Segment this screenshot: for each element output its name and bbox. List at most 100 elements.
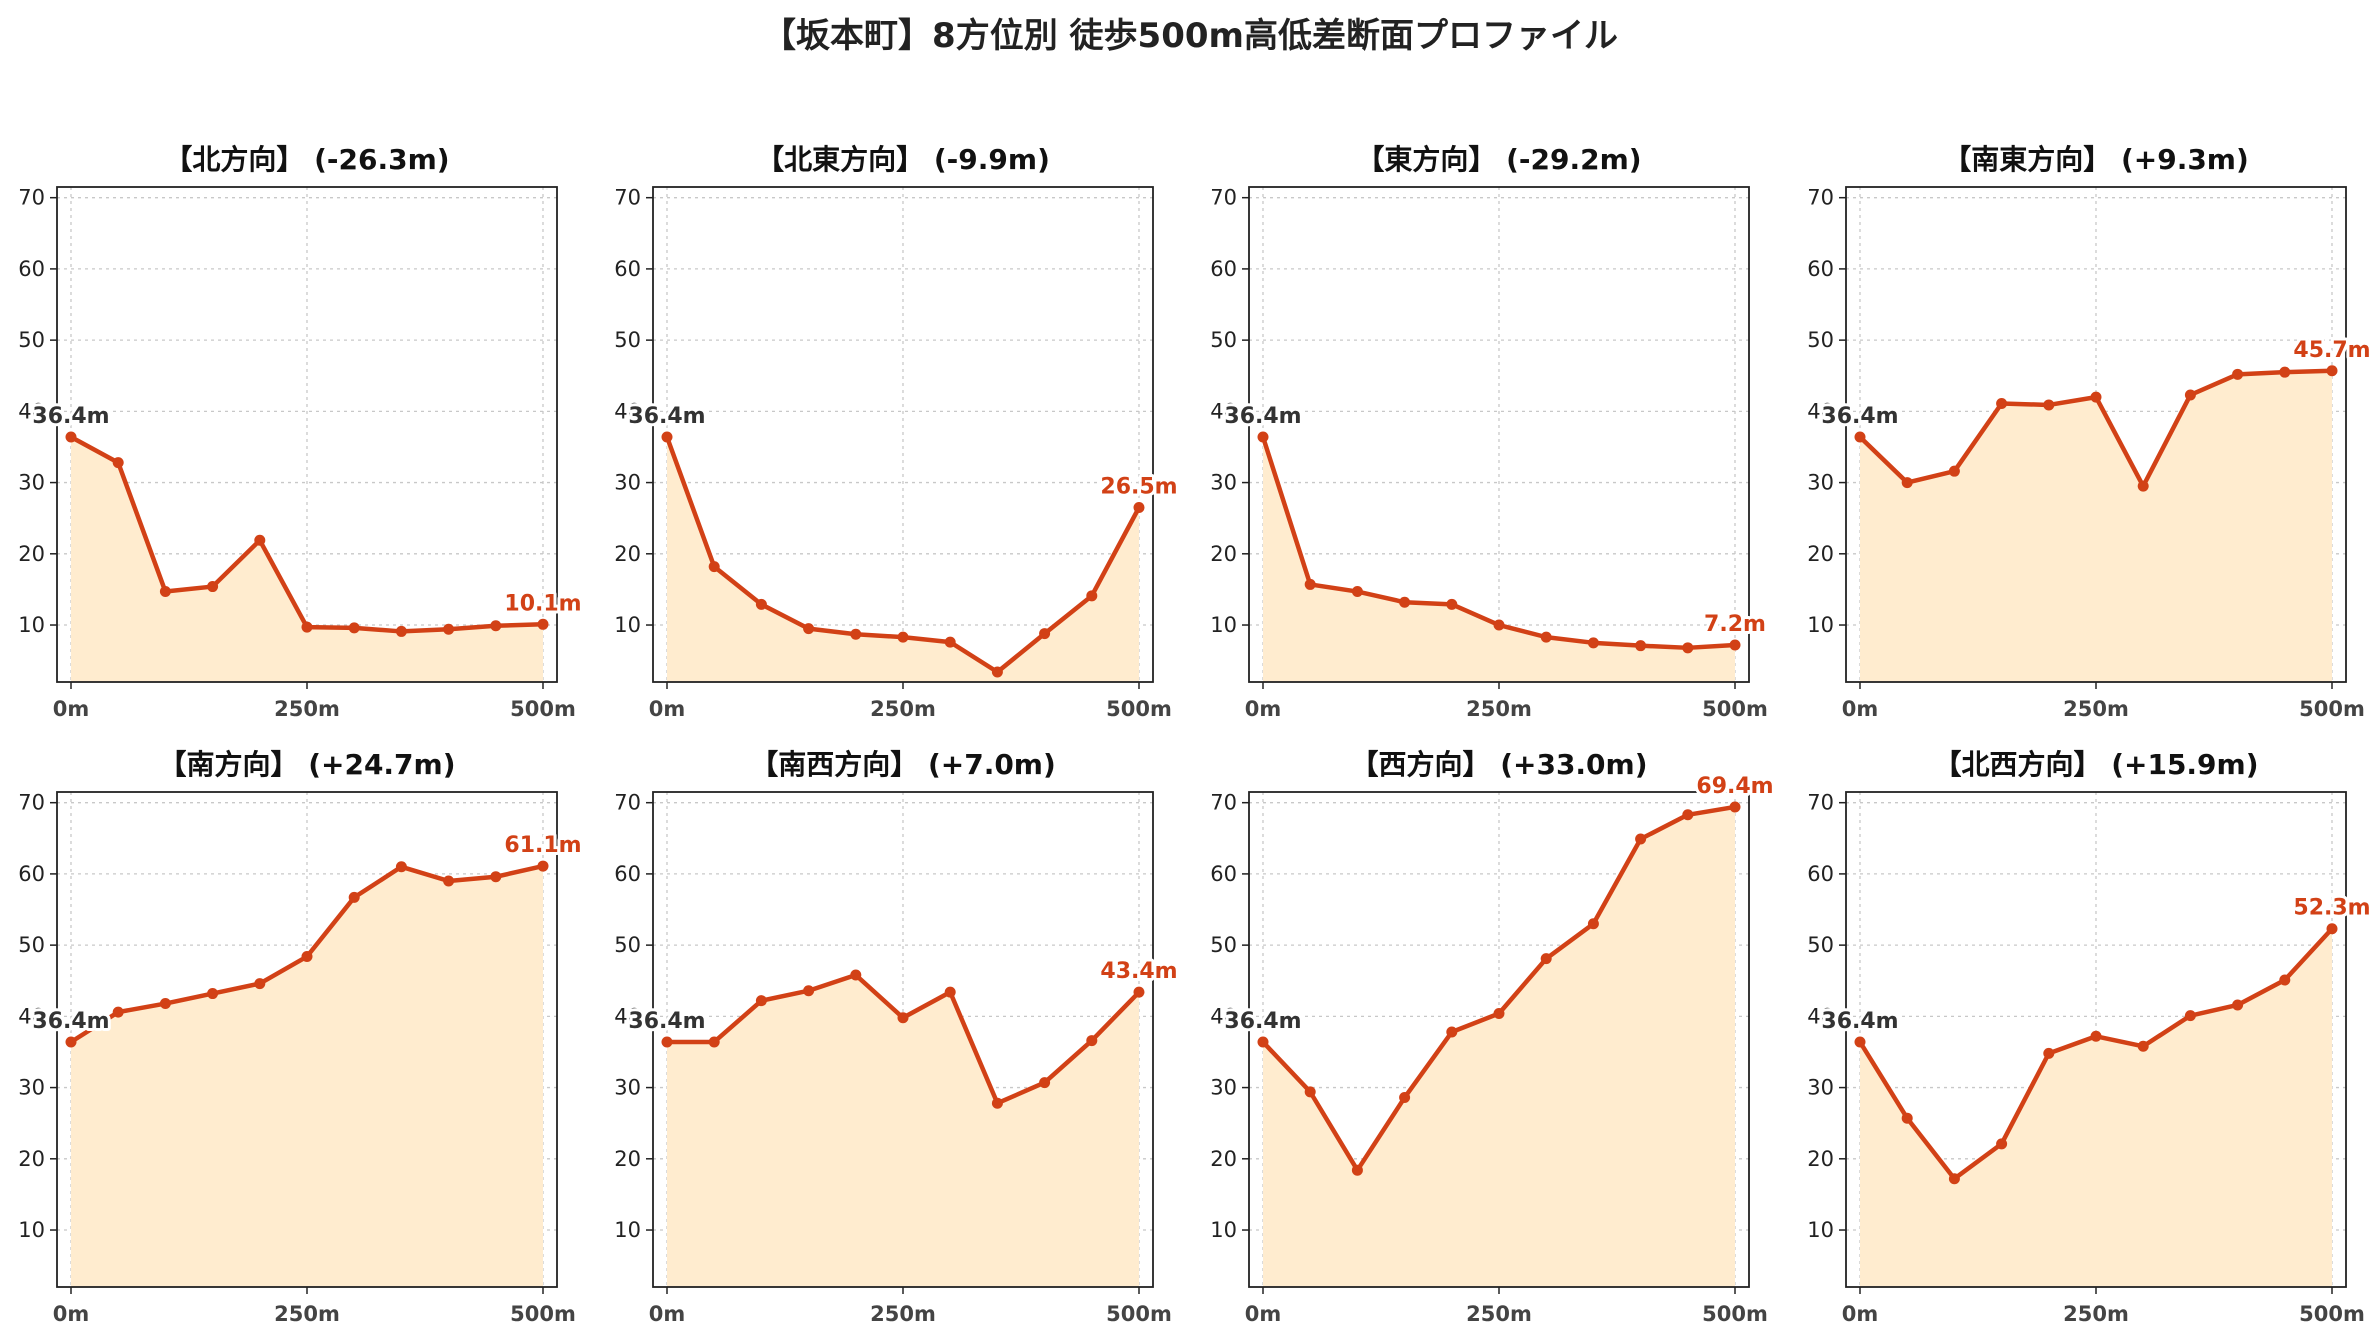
x-tick-label: 0m <box>649 697 686 721</box>
data-point <box>112 1006 124 1018</box>
data-point <box>1133 986 1145 998</box>
subplot-4: 【南方向】 (+24.7m) 10 20 30 40 50 60 70 0m 250m 500m 36… <box>18 748 584 1326</box>
y-tick-label: 10 <box>18 613 45 637</box>
end-elevation-label: 52.3m <box>2293 896 2370 921</box>
subplot-title: 【東方向】 (-29.2m) <box>1356 143 1641 176</box>
data-point <box>537 860 549 872</box>
x-tick-label: 0m <box>1842 697 1879 721</box>
data-point <box>1257 431 1269 443</box>
y-tick-label: 50 <box>1210 328 1237 352</box>
data-point <box>897 1012 909 1024</box>
data-point <box>1682 642 1694 654</box>
data-point <box>1133 502 1145 514</box>
data-point <box>2279 974 2291 986</box>
data-point <box>2326 365 2338 377</box>
area-fill <box>71 866 543 1287</box>
data-point <box>443 623 455 635</box>
data-point <box>1493 1008 1505 1020</box>
y-tick-label: 60 <box>18 257 45 281</box>
data-point <box>2184 389 2196 401</box>
data-point <box>1086 590 1098 602</box>
y-tick-label: 40 <box>18 1004 45 1028</box>
data-point <box>2090 1030 2102 1042</box>
x-tick-label: 250m <box>870 1302 936 1326</box>
x-tick-label: 250m <box>2063 697 2129 721</box>
data-point <box>443 875 455 887</box>
y-tick-label: 20 <box>18 1147 45 1171</box>
data-point <box>112 457 124 469</box>
y-tick-label: 40 <box>1210 399 1237 423</box>
subplot-title: 【西方向】 (+33.0m) <box>1350 748 1647 781</box>
y-tick-label: 30 <box>1807 471 1834 495</box>
subplot-title: 【南方向】 (+24.7m) <box>158 748 455 781</box>
data-point <box>490 620 502 632</box>
end-elevation-label: 69.4m <box>1696 774 1773 799</box>
subplot-title: 【南東方向】 (+9.3m) <box>1943 143 2249 176</box>
y-tick-label: 30 <box>18 471 45 495</box>
data-point <box>207 581 219 593</box>
data-point <box>1399 1092 1411 1104</box>
data-point <box>2137 480 2149 492</box>
subplot-title: 【南西方向】 (+7.0m) <box>750 748 1056 781</box>
area-fill <box>667 436 1139 682</box>
figure-title: 【坂本町】8方位別 徒歩500m高低差断面プロファイル <box>762 16 1618 56</box>
data-point <box>2279 366 2291 378</box>
x-tick-label: 250m <box>274 697 340 721</box>
start-elevation-label: 36.4m <box>628 404 705 429</box>
y-tick-label: 50 <box>1807 933 1834 957</box>
subplot-3: 【南東方向】 (+9.3m) 10 20 30 40 50 60 70 0m 250m 500m 36… <box>1807 143 2373 721</box>
data-point <box>755 995 767 1007</box>
data-point <box>1086 1035 1098 1047</box>
data-point <box>1446 1026 1458 1038</box>
x-tick-label: 0m <box>1245 697 1282 721</box>
data-point <box>708 561 720 573</box>
start-elevation-label: 36.4m <box>32 404 109 429</box>
data-point <box>1304 1086 1316 1098</box>
y-tick-label: 10 <box>18 1218 45 1242</box>
y-tick-label: 50 <box>1807 328 1834 352</box>
data-point <box>755 598 767 610</box>
data-point <box>1540 631 1552 643</box>
start-elevation-label: 36.4m <box>1224 1009 1301 1034</box>
y-tick-label: 60 <box>614 257 641 281</box>
x-tick-label: 250m <box>2063 1302 2129 1326</box>
data-point <box>2184 1010 2196 1022</box>
area-fill <box>1263 436 1735 682</box>
end-elevation-label: 26.5m <box>1100 475 1177 500</box>
data-point <box>1682 809 1694 821</box>
x-tick-label: 500m <box>1702 697 1768 721</box>
data-point <box>803 623 815 635</box>
data-point <box>1635 833 1647 845</box>
y-tick-label: 50 <box>614 328 641 352</box>
data-point <box>2326 923 2338 935</box>
y-tick-label: 20 <box>614 1147 641 1171</box>
data-point <box>850 628 862 640</box>
area-fill <box>667 975 1139 1287</box>
y-tick-label: 30 <box>614 1076 641 1100</box>
data-point <box>65 1036 77 1048</box>
data-point <box>395 625 407 637</box>
data-point <box>1351 1164 1363 1176</box>
data-point <box>65 431 77 443</box>
data-point <box>661 431 673 443</box>
y-tick-label: 60 <box>1807 257 1834 281</box>
data-point <box>1446 598 1458 610</box>
y-tick-label: 30 <box>1210 471 1237 495</box>
data-point <box>2232 999 2244 1011</box>
data-point <box>2043 1047 2055 1059</box>
x-tick-label: 500m <box>510 697 576 721</box>
data-point <box>1039 1077 1051 1089</box>
x-tick-label: 250m <box>274 1302 340 1326</box>
x-tick-label: 0m <box>1842 1302 1879 1326</box>
data-point <box>537 618 549 630</box>
y-tick-label: 20 <box>1807 1147 1834 1171</box>
data-point <box>1948 465 1960 477</box>
data-point <box>1996 398 2008 410</box>
data-point <box>301 951 313 963</box>
y-tick-label: 40 <box>614 399 641 423</box>
y-tick-label: 70 <box>1210 186 1237 210</box>
data-point <box>1540 953 1552 965</box>
x-tick-label: 250m <box>1466 697 1532 721</box>
data-point <box>1729 801 1741 813</box>
subplot-2: 【東方向】 (-29.2m) 10 20 30 40 50 60 70 0m 250m 500m 36… <box>1210 143 1769 721</box>
